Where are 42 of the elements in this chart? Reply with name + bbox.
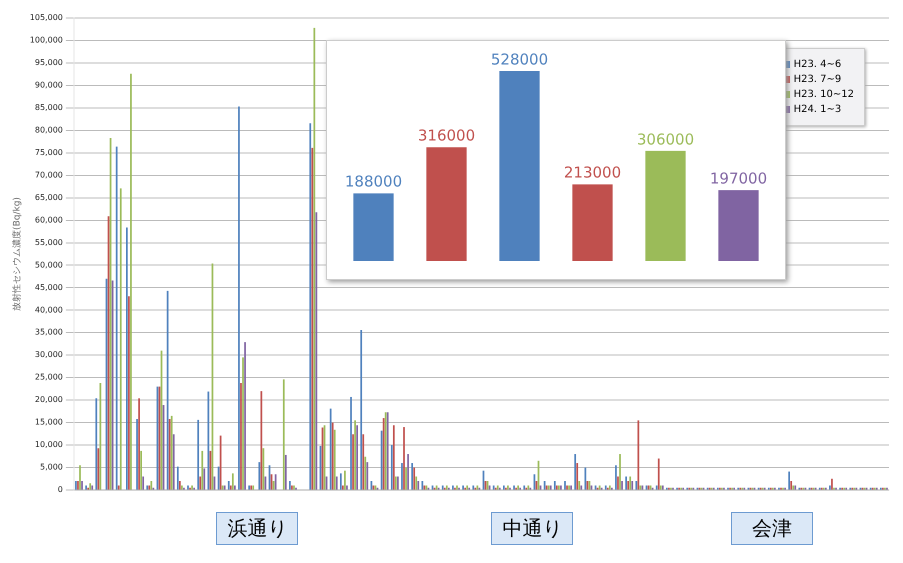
legend-label: H24. 1~3 (794, 104, 842, 115)
y-tick-label: 40,000 (34, 305, 63, 314)
y-tick-label: 90,000 (34, 80, 63, 90)
data-label: 306000 (636, 130, 694, 148)
bar (718, 190, 759, 261)
data-label: 188000 (344, 172, 402, 191)
y-tick-label: 75,000 (34, 148, 63, 157)
y-tick-label: 20,000 (34, 395, 63, 404)
legend-label: H23. 7~9 (794, 74, 842, 85)
data-label: 528000 (490, 50, 548, 68)
y-tick-label: 100,000 (30, 36, 63, 45)
data-label: 316000 (418, 126, 476, 145)
y-tick-label: 80,000 (34, 125, 63, 134)
y-tick-label: 70,000 (34, 170, 63, 180)
bar (353, 193, 394, 261)
bar (645, 150, 686, 261)
y-tick-label: 50,000 (34, 260, 63, 270)
y-tick-label: 10,000 (34, 440, 63, 450)
y-tick-label: 45,000 (34, 282, 63, 292)
bar (426, 147, 467, 261)
y-tick-label: 55,000 (34, 238, 63, 247)
y-tick-label: 15,000 (34, 418, 63, 427)
y-tick-label: 85,000 (34, 102, 63, 112)
y-tick-label: 35,000 (34, 328, 63, 337)
y-tick-label: 60,000 (34, 215, 63, 224)
bar (499, 71, 540, 261)
y-tick-label: 95,000 (34, 58, 63, 68)
y-axis-title: 放射性セシウム濃度(Bq/kg) (12, 197, 23, 311)
y-tick-label: 30,000 (34, 350, 63, 360)
data-label: 213000 (564, 164, 622, 182)
y-tick-label: 105,000 (30, 13, 63, 22)
legend-label: H23. 10~12 (794, 89, 854, 100)
text: 会津 (730, 512, 813, 545)
y-tick-label: 25,000 (34, 372, 63, 382)
text: 浜通り (216, 512, 298, 545)
y-tick-label: 0 (58, 485, 63, 494)
text: 中通り (491, 512, 574, 545)
data-label: 197000 (710, 170, 768, 188)
legend-label: H23. 4~6 (794, 59, 842, 70)
y-tick-label: 5,000 (40, 462, 63, 472)
y-tick-label: 65,000 (34, 192, 63, 202)
bar (572, 184, 613, 261)
